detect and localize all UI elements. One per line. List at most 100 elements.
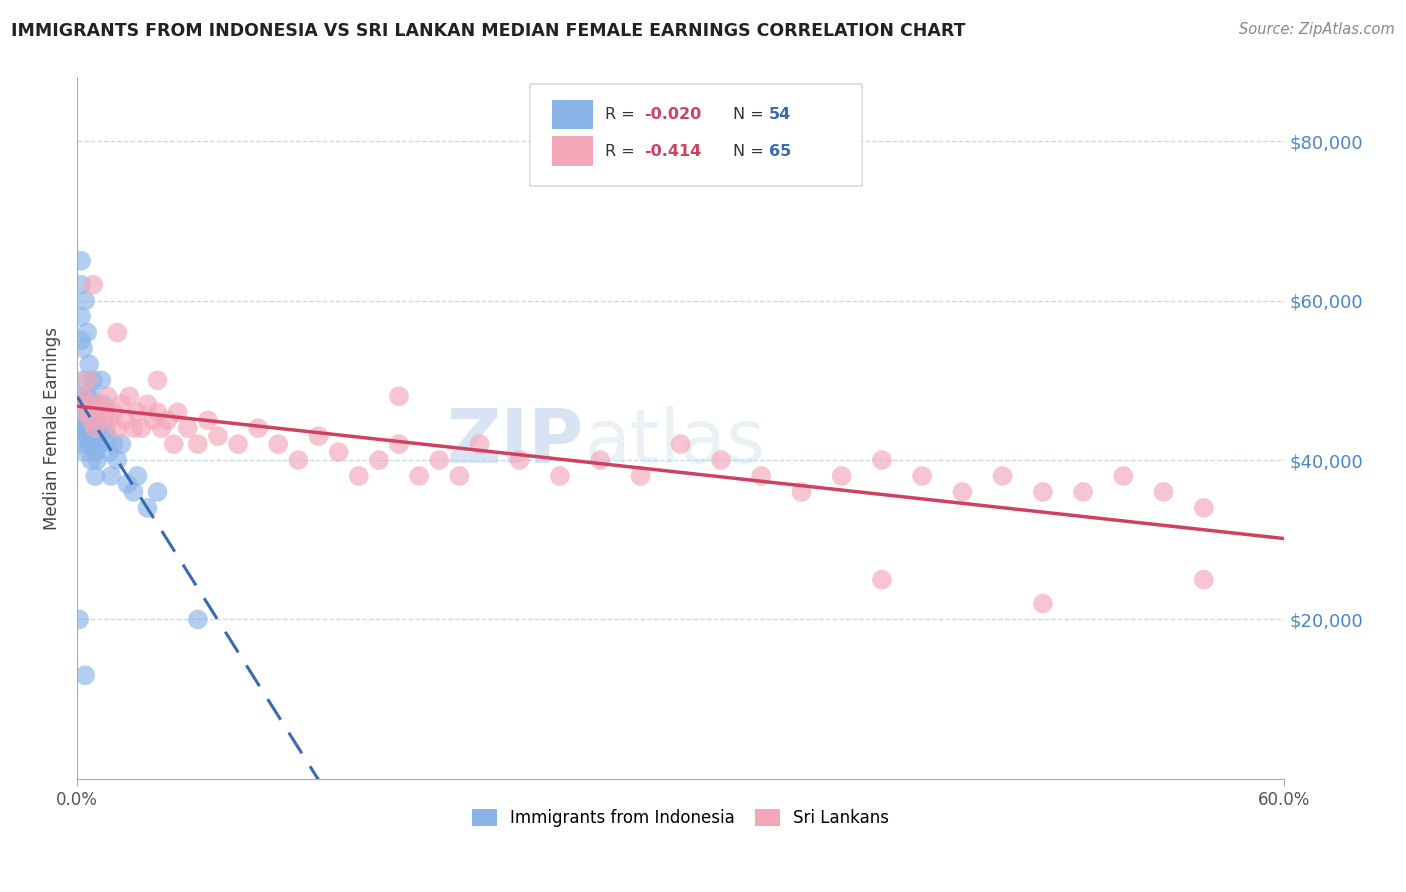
Point [1192, 500, 1215, 515]
Point [790, 485, 813, 500]
Point [328, 445, 350, 459]
Point [70, 277, 93, 292]
Point [388, 389, 411, 403]
Text: R =: R = [605, 144, 644, 159]
Point [408, 469, 430, 483]
Point [90, 397, 112, 411]
Text: R =: R = [605, 107, 640, 122]
Point [156, 413, 179, 427]
Point [122, 421, 145, 435]
Point [589, 453, 612, 467]
Point [70, 334, 93, 348]
Point [75, 397, 97, 411]
Point [136, 500, 159, 515]
Point [1112, 469, 1135, 483]
Point [388, 437, 411, 451]
Text: N =: N = [733, 107, 769, 122]
Point [187, 612, 209, 626]
Point [1032, 597, 1054, 611]
Point [70, 310, 93, 324]
Point [98, 413, 121, 427]
Point [75, 413, 97, 427]
Point [117, 477, 139, 491]
Point [75, 293, 97, 308]
Point [72, 389, 94, 403]
Point [146, 373, 169, 387]
Point [76, 326, 98, 340]
Point [76, 373, 98, 387]
Text: Source: ZipAtlas.com: Source: ZipAtlas.com [1239, 22, 1395, 37]
Point [669, 437, 692, 451]
Point [150, 421, 173, 435]
Point [1032, 485, 1054, 500]
Point [76, 421, 98, 435]
Text: -0.414: -0.414 [644, 144, 702, 159]
Point [80, 453, 103, 467]
Point [98, 445, 121, 459]
Point [991, 469, 1014, 483]
Point [142, 413, 165, 427]
Point [950, 485, 973, 500]
Point [207, 429, 229, 443]
Point [76, 389, 98, 403]
Point [347, 469, 370, 483]
Text: atlas: atlas [583, 406, 765, 479]
Point [84, 445, 107, 459]
Point [187, 437, 209, 451]
Point [82, 413, 104, 427]
Point [72, 373, 94, 387]
Point [1153, 485, 1175, 500]
Point [80, 413, 103, 427]
Point [127, 469, 149, 483]
Point [91, 397, 114, 411]
Point [870, 453, 893, 467]
Text: ZIP: ZIP [447, 406, 583, 479]
Point [75, 405, 97, 419]
Point [114, 413, 136, 427]
Point [226, 437, 249, 451]
Legend: Immigrants from Indonesia, Sri Lankans: Immigrants from Indonesia, Sri Lankans [465, 802, 896, 834]
Point [548, 469, 571, 483]
Point [67, 612, 90, 626]
Point [90, 373, 112, 387]
Point [75, 429, 97, 443]
Point [146, 485, 169, 500]
Point [75, 445, 97, 459]
Point [103, 405, 125, 419]
Point [749, 469, 772, 483]
Point [82, 421, 104, 435]
Point [131, 421, 153, 435]
Point [509, 453, 531, 467]
Point [105, 421, 128, 435]
Point [67, 421, 90, 435]
Point [86, 421, 108, 435]
Point [870, 573, 893, 587]
Point [75, 668, 97, 682]
Point [105, 453, 128, 467]
Text: -0.020: -0.020 [644, 107, 702, 122]
Point [84, 421, 107, 435]
Point [146, 405, 169, 419]
Point [103, 437, 125, 451]
Point [72, 405, 94, 419]
Point [80, 389, 103, 403]
Point [84, 429, 107, 443]
Point [72, 437, 94, 451]
Point [86, 453, 108, 467]
Point [267, 437, 290, 451]
Point [427, 453, 450, 467]
Point [94, 421, 117, 435]
Point [122, 485, 145, 500]
Text: N =: N = [733, 144, 769, 159]
Point [86, 405, 108, 419]
Text: 65: 65 [769, 144, 792, 159]
Point [287, 453, 309, 467]
Point [82, 277, 104, 292]
Point [1192, 573, 1215, 587]
Point [197, 413, 219, 427]
Y-axis label: Median Female Earnings: Median Female Earnings [44, 326, 60, 530]
Point [100, 469, 122, 483]
Point [86, 405, 108, 419]
Point [80, 429, 103, 443]
Point [118, 389, 141, 403]
